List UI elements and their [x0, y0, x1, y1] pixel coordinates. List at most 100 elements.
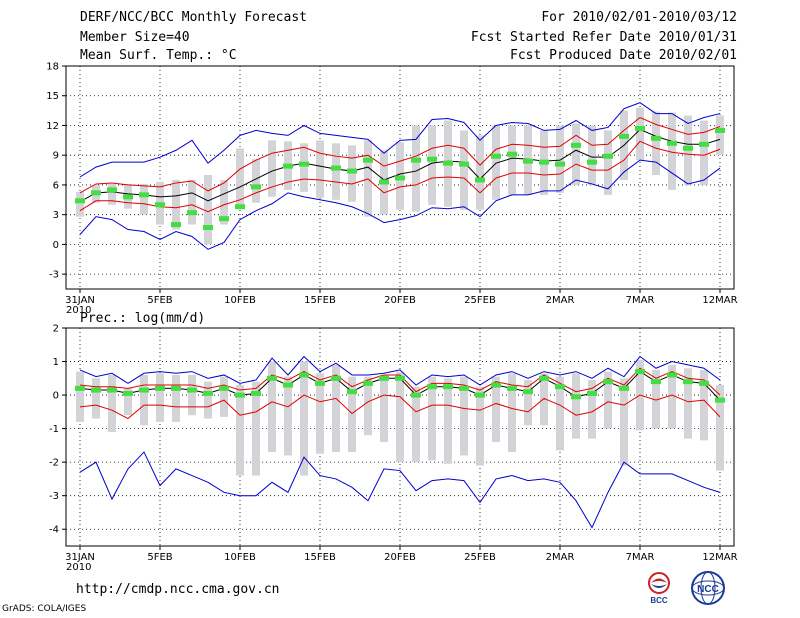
temp-obs-marker [427, 156, 437, 162]
prec-obs-marker [571, 394, 581, 400]
temp-ensemble-bar [636, 107, 644, 161]
prec-obs-marker [475, 392, 485, 398]
temp-ensemble-bar [332, 143, 340, 200]
refer-date: Fcst Started Refer Date 2010/01/31 [470, 30, 737, 45]
temp-ensemble-bar [268, 140, 276, 197]
prec-obs-marker [635, 369, 645, 375]
variable-label: Mean Surf. Temp.: °C [80, 48, 237, 63]
prec-obs-marker [699, 380, 709, 386]
temp-ensemble-bar [604, 130, 612, 195]
prec-obs-marker [555, 384, 565, 390]
prec-ensemble-bar [172, 374, 180, 422]
prec-ytick-label: 1 [53, 357, 59, 368]
temp-upper-line [79, 116, 721, 194]
prec-obs-marker [715, 397, 725, 403]
prec-max-line [79, 355, 721, 386]
temp-ensemble-bar [204, 175, 212, 245]
temp-obs-marker [219, 216, 229, 222]
temp-ytick-label: 12 [46, 121, 59, 132]
temp-ensemble-bar [412, 125, 420, 212]
prec-obs-marker [443, 384, 453, 390]
prec-xtick-label: 25FEB [464, 552, 496, 563]
temp-xtick-label: 2MAR [546, 295, 575, 306]
temp-ensemble-bar [236, 148, 244, 209]
prec-obs-marker [107, 387, 117, 393]
prec-obs-marker [347, 389, 357, 395]
prec-ytick-label: -1 [49, 424, 59, 435]
prec-ensemble-bar [620, 378, 628, 466]
temp-ytick-label: 3 [53, 210, 59, 221]
prec-ensemble-bar [108, 374, 116, 432]
prec-obs-marker [363, 380, 373, 386]
prec-obs-marker [587, 390, 597, 396]
temp-ensemble-bar [460, 130, 468, 210]
temp-obs-marker [667, 140, 677, 146]
prec-ensemble-bar [300, 361, 308, 476]
prec-obs-marker [283, 382, 293, 388]
prec-obs-marker [315, 380, 325, 386]
prec-ensemble-bar [204, 381, 212, 419]
temp-obs-marker [683, 145, 693, 151]
prec-ensemble-bar [460, 376, 468, 456]
prec-ensemble-bar [540, 373, 548, 426]
prec-ensemble-bar [220, 376, 228, 417]
produced-date: Fcst Produced Date 2010/02/01 [510, 48, 737, 63]
temp-obs-marker [475, 177, 485, 183]
prec-obs-marker [683, 379, 693, 385]
prec-obs-marker [491, 382, 501, 388]
temp-obs-marker [107, 187, 117, 193]
prec-ensemble-bar [444, 378, 452, 464]
temp-ytick-label: 0 [53, 240, 59, 251]
temp-obs-marker [699, 141, 709, 147]
prec-obs-marker [459, 385, 469, 391]
prec-ensemble-bar [668, 364, 676, 429]
prec-obs-marker [507, 385, 517, 391]
temp-xtick-label: 25FEB [464, 295, 496, 306]
prec-ensemble-bar [412, 386, 420, 463]
prec-xtick-label: 15FEB [304, 552, 336, 563]
temp-obs-marker [619, 133, 629, 139]
temp-ensemble-bar [572, 123, 580, 185]
temp-ensemble-bar [76, 191, 84, 217]
temp-ytick-label: 9 [53, 151, 59, 162]
forecast-period: For 2010/02/01-2010/03/12 [541, 10, 737, 25]
prec-ensemble-bar [332, 364, 340, 453]
temp-obs-marker [283, 163, 293, 169]
temp-obs-marker [555, 161, 565, 167]
prec-obs-marker [171, 385, 181, 391]
prec-ensemble-bar [524, 379, 532, 426]
forecast-title: DERF/NCC/BCC Monthly Forecast [80, 10, 307, 25]
prec-obs-marker [267, 375, 277, 381]
temp-obs-marker [395, 175, 405, 181]
temp-obs-marker [523, 158, 533, 164]
website-url[interactable]: http://cmdp.ncc.cma.gov.cn [76, 582, 280, 597]
prec-obs-marker [123, 390, 133, 396]
prec-xtick-label: 7MAR [626, 552, 655, 563]
prec-ensemble-bar [348, 376, 356, 453]
temp-obs-marker [507, 151, 517, 157]
temp-mean-line [79, 128, 721, 203]
prec-ensemble-bar [268, 361, 276, 453]
temp-obs-marker [251, 184, 261, 190]
temp-obs-marker [571, 142, 581, 148]
prec-ensemble-bar [188, 374, 196, 416]
prec-obs-marker [523, 389, 533, 395]
prec-ytick-label: -4 [49, 525, 59, 536]
temp-xtick-label: 7MAR [626, 295, 655, 306]
prec-ensemble-bar [124, 388, 132, 416]
prec-ensemble-bar [76, 371, 84, 422]
temp-obs-marker [171, 222, 181, 228]
temp-ensemble-bar [716, 115, 724, 156]
temp-ensemble-bar [172, 179, 180, 230]
temp-lower-line [79, 140, 721, 213]
temp-ensemble-bar [300, 143, 308, 192]
temp-obs-marker [123, 194, 133, 200]
prec-xtick-label: 20FEB [384, 552, 416, 563]
prec-ensemble-bar [364, 376, 372, 436]
prec-obs-marker [203, 390, 213, 396]
temp-ytick-label: 15 [46, 91, 59, 102]
prec-xtick-label: 12MAR [702, 552, 737, 563]
temp-ensemble-bar [220, 179, 228, 225]
prec-ensemble-bar [700, 369, 708, 441]
prec-obs-marker [651, 379, 661, 385]
